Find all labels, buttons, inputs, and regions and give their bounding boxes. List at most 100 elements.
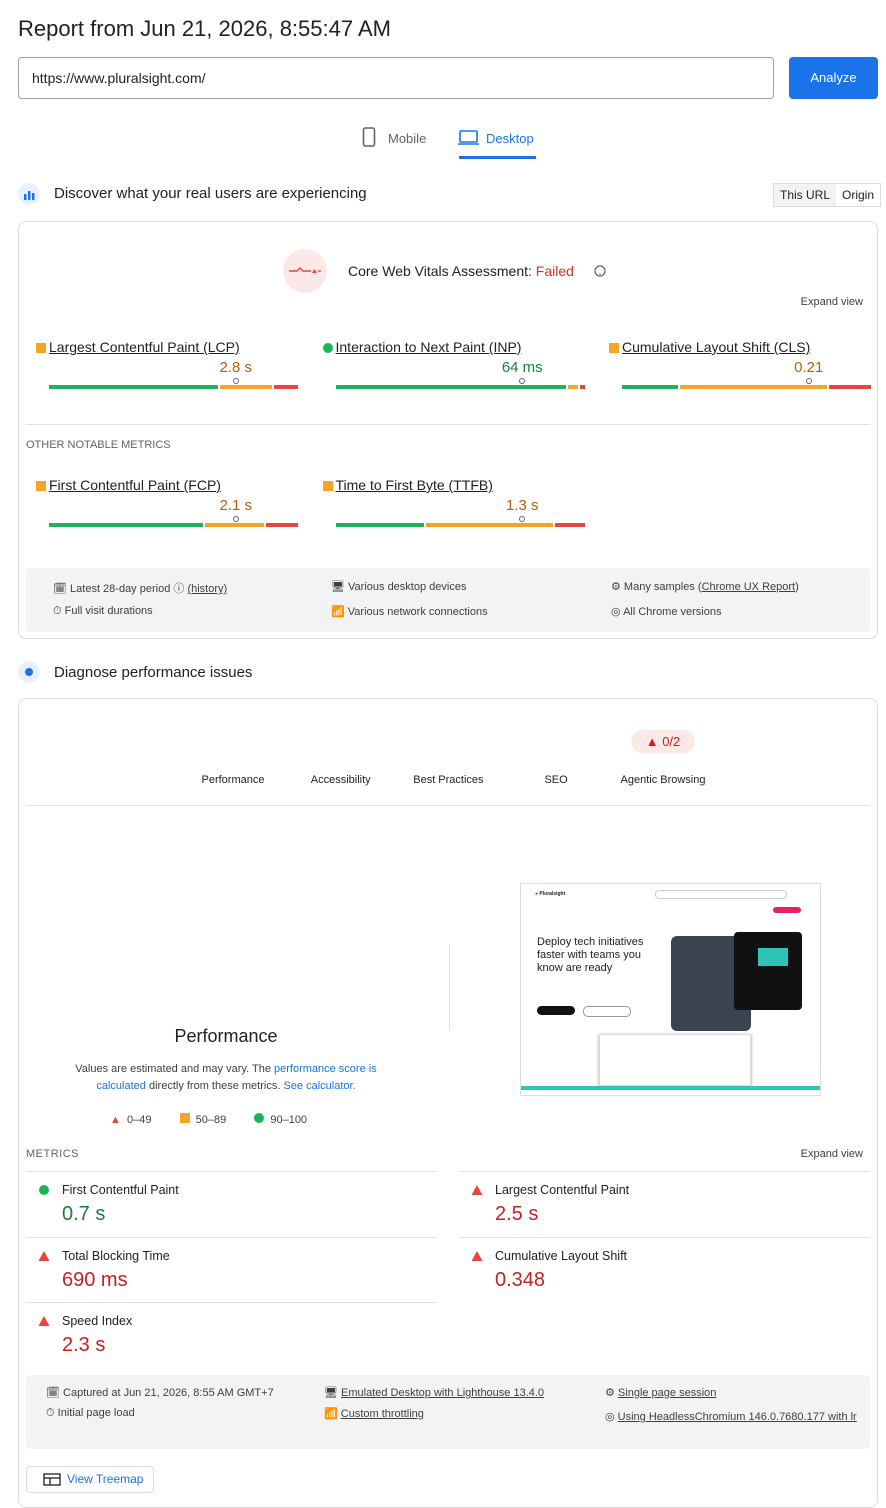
info-link[interactable]: (history) — [187, 583, 228, 595]
metric-value: 0.348 — [495, 1268, 546, 1291]
icon-shape — [36, 481, 46, 491]
rating-icon — [322, 343, 333, 353]
desktop-icon — [458, 130, 479, 145]
metric-value: 0.7 s — [62, 1203, 106, 1225]
metric-value: 0.21 — [794, 359, 824, 376]
category-label[interactable]: Performance — [201, 774, 265, 786]
rating-icon — [36, 343, 46, 353]
info-box — [26, 568, 870, 632]
metric-row-line — [459, 1236, 870, 1238]
info-text: ) — [795, 581, 799, 593]
subheading: METRICS — [26, 1148, 79, 1160]
assessment: Core Web Vitals Assessment: Failed — [348, 263, 574, 279]
p75-marker — [519, 516, 526, 522]
screenshot-bars — [758, 948, 788, 966]
score-note: Values are estimated and may vary. The p… — [66, 1061, 386, 1095]
expand-view[interactable]: Expand view — [800, 296, 863, 308]
report-title: Report from Jun 21, 2026, 8:55:47 AM — [18, 16, 392, 41]
note-link[interactable]: See calculator. — [283, 1080, 356, 1092]
metric-value: 2.3 s — [62, 1334, 106, 1356]
info-item: 🖥 Emulated Desktop with Lighthouse 13.4.… — [324, 1387, 545, 1399]
screenshot-button — [773, 907, 801, 913]
info-item: 📶 Various network connections — [331, 606, 488, 618]
metric-row-line — [459, 1171, 870, 1172]
distribution-segment — [579, 385, 585, 389]
icon-shape — [322, 481, 333, 491]
users-icon — [18, 183, 40, 205]
info-text[interactable]: Single page session — [617, 1387, 717, 1399]
section-heading: Discover what your real users are experi… — [54, 185, 367, 202]
screenshot-search — [655, 890, 787, 899]
distribution-bar — [622, 385, 871, 389]
distribution-bar — [335, 385, 585, 389]
note-link[interactable]: performance score is calculated — [96, 1063, 377, 1092]
distribution-segment — [220, 385, 272, 389]
lab-icon — [18, 661, 40, 683]
metric-value: 64 ms — [501, 359, 543, 376]
analyze-button[interactable]: Analyze — [789, 57, 878, 99]
info-link[interactable]: Chrome UX Report — [701, 581, 796, 593]
rating-icon — [471, 1250, 483, 1261]
distribution-segment — [829, 385, 871, 389]
legend-item: 90–100 — [254, 1113, 307, 1126]
rating-icon — [322, 481, 333, 491]
metric-name[interactable]: Largest Contentful Paint (LCP) — [49, 339, 240, 355]
agentic-badge[interactable]: ▲ 0/2 — [631, 730, 695, 753]
url-input[interactable]: https://www.pluralsight.com/ — [18, 57, 774, 99]
scope-option[interactable]: This URL — [774, 184, 837, 206]
metric-name[interactable]: Time to First Byte (TTFB) — [335, 477, 493, 493]
metric-name: Speed Index — [62, 1314, 133, 1328]
distribution-segment — [680, 385, 828, 389]
distribution-segment — [425, 523, 554, 527]
scope-option[interactable]: Origin — [842, 188, 875, 202]
icon-shape — [39, 1185, 49, 1195]
screenshot-cta — [537, 1006, 575, 1015]
help-icon[interactable] — [594, 265, 606, 277]
page-screenshot: ● Pluralsight Deploy tech initiatives fa… — [520, 883, 821, 1096]
metric-name: Largest Contentful Paint — [495, 1183, 630, 1197]
metric-name: Total Blocking Time — [62, 1248, 170, 1263]
divider — [449, 945, 450, 1030]
info-text[interactable]: Emulated Desktop with Lighthouse 13.4.0 — [341, 1387, 545, 1399]
metric-name[interactable]: First Contentful Paint (FCP) — [49, 477, 221, 493]
category-label[interactable]: Accessibility — [310, 774, 371, 786]
metric-name: Cumulative Layout Shift — [495, 1248, 628, 1263]
distribution-bar — [49, 385, 298, 389]
metric-value: 690 ms — [62, 1268, 128, 1291]
info-item: 📶 Custom throttling — [324, 1408, 424, 1420]
icon-shape — [38, 1316, 50, 1326]
metric-name[interactable]: Interaction to Next Paint (INP) — [335, 339, 522, 355]
p75-marker — [232, 378, 239, 384]
icon-shape — [471, 1185, 483, 1195]
distribution-segment — [273, 385, 298, 389]
rating-icon — [36, 481, 46, 491]
tab-indicator — [459, 156, 536, 159]
treemap-button[interactable]: View Treemap — [26, 1466, 154, 1493]
info-item: 🖥 Various desktop devices — [331, 581, 467, 593]
metric-row-line — [26, 1236, 437, 1238]
field-card — [18, 221, 878, 639]
category-label[interactable]: SEO — [544, 774, 568, 786]
p75-marker — [805, 378, 812, 384]
category-label[interactable]: Best Practices — [413, 774, 484, 786]
info-item: ⚙ Single page session — [605, 1387, 717, 1399]
info-item: ◎ All Chrome versions — [611, 606, 722, 618]
info-text[interactable]: Custom throttling — [340, 1408, 424, 1420]
tab[interactable]: Mobile — [388, 131, 427, 146]
info-text: Many samples ( — [623, 581, 702, 593]
icon-shape — [36, 343, 46, 353]
info-text: Full visit durations — [64, 605, 153, 617]
info-text: Various desktop devices — [348, 581, 467, 593]
tab[interactable]: Desktop — [486, 131, 534, 146]
info-item: ◎ Using HeadlessChromium 146.0.7680.177 … — [605, 1411, 857, 1423]
metric-name[interactable]: Cumulative Layout Shift (CLS) — [622, 339, 811, 355]
metric-value: 2.8 s — [219, 359, 253, 376]
brand-text: Pluralsight — [539, 891, 566, 897]
info-text[interactable]: Using HeadlessChromium 146.0.7680.177 wi… — [617, 1411, 857, 1423]
distribution-segment — [335, 523, 424, 527]
expand-view[interactable]: Expand view — [800, 1148, 863, 1160]
screenshot-bar — [521, 1086, 820, 1090]
info-text: Latest 28-day period — [70, 583, 171, 595]
section-heading: Diagnose performance issues — [54, 664, 253, 681]
score-legend: ▲ 0–49 50–89 90–100 — [110, 1113, 307, 1126]
